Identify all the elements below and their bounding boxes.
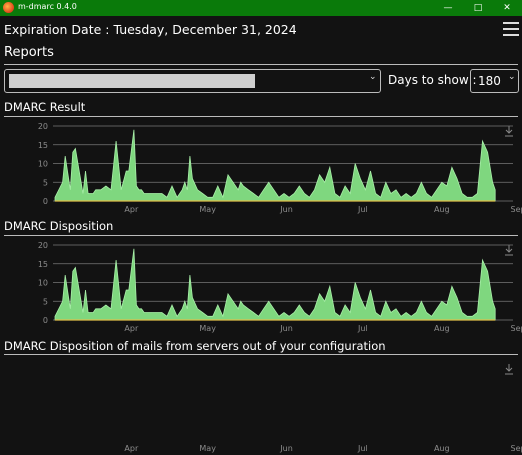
x-tick-label: May xyxy=(199,324,216,333)
window-titlebar: m-dmarc 0.4.0 — □ ✕ xyxy=(0,0,522,16)
x-tick-label: Apr xyxy=(124,324,139,333)
days-to-show-value: 180 xyxy=(478,74,501,88)
area-series xyxy=(54,129,496,202)
window-title: m-dmarc 0.4.0 xyxy=(18,2,77,11)
y-tick-label: 5 xyxy=(43,297,48,306)
x-tick-label: May xyxy=(199,205,216,214)
y-tick-label: 10 xyxy=(38,160,48,169)
x-tick-label: Sep xyxy=(511,444,522,453)
chart-title-dmarc-disposition-out-of-config: DMARC Disposition of mails from servers … xyxy=(4,339,386,353)
dmarc-disposition-chart: 0 5 10 15 20 Apr May Jun Jul Aug Sep xyxy=(38,241,522,333)
x-tick-label: Apr xyxy=(124,444,139,453)
dmarc-result-chart: 0 5 10 15 20 Apr May Jun Jul Aug Sep xyxy=(38,122,522,214)
expiration-date: Expiration Date : Tuesday, December 31, … xyxy=(4,22,297,37)
reports-divider xyxy=(4,64,518,65)
app-logo-icon xyxy=(3,2,14,13)
maximize-button[interactable]: □ xyxy=(473,3,483,13)
section-divider xyxy=(4,116,518,117)
x-tick-label: Apr xyxy=(124,205,139,214)
y-tick-label: 0 xyxy=(43,316,48,325)
close-button[interactable]: ✕ xyxy=(503,3,511,13)
x-tick-label: Sep xyxy=(511,324,522,333)
report-select[interactable]: ⌄ xyxy=(4,69,381,93)
hamburger-menu-button[interactable] xyxy=(503,22,519,36)
x-tick-label: Jul xyxy=(357,205,368,214)
chevron-down-icon: ⌄ xyxy=(369,72,377,82)
area-series xyxy=(54,248,496,321)
y-tick-label: 0 xyxy=(43,197,48,206)
days-to-show-label: Days to show : xyxy=(388,73,477,87)
y-tick-label: 15 xyxy=(38,260,48,269)
section-divider xyxy=(4,354,518,355)
x-tick-label: Aug xyxy=(434,444,450,453)
y-tick-label: 20 xyxy=(38,241,48,250)
x-tick-label: Jun xyxy=(279,205,293,214)
x-tick-label: Sep xyxy=(511,205,522,214)
download-icon[interactable] xyxy=(505,245,513,256)
x-tick-label: Aug xyxy=(434,205,450,214)
x-tick-label: Jun xyxy=(279,324,293,333)
selected-report-value xyxy=(9,74,255,88)
x-tick-label: Jun xyxy=(279,444,293,453)
dmarc-disposition-out-of-config-chart: Apr May Jun Jul Aug Sep xyxy=(124,364,522,453)
chart-title-dmarc-result: DMARC Result xyxy=(4,100,86,114)
hamburger-icon xyxy=(503,22,519,24)
download-icon[interactable] xyxy=(505,364,513,375)
x-tick-label: Jul xyxy=(357,444,368,453)
days-to-show-select[interactable]: 180 ⌄ xyxy=(470,69,519,93)
chart-title-dmarc-disposition: DMARC Disposition xyxy=(4,219,114,233)
y-tick-label: 20 xyxy=(38,122,48,131)
chevron-down-icon: ⌄ xyxy=(508,72,516,82)
section-divider xyxy=(4,235,518,236)
x-tick-label: Aug xyxy=(434,324,450,333)
x-tick-label: May xyxy=(199,444,216,453)
y-tick-label: 10 xyxy=(38,279,48,288)
download-icon[interactable] xyxy=(505,126,513,137)
y-tick-label: 15 xyxy=(38,141,48,150)
reports-heading: Reports xyxy=(4,45,54,60)
minimize-button[interactable]: — xyxy=(443,3,453,13)
x-tick-label: Jul xyxy=(357,324,368,333)
y-tick-label: 5 xyxy=(43,178,48,187)
